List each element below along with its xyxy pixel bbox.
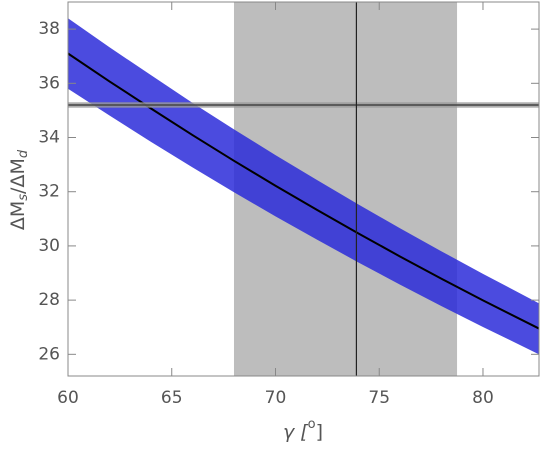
x-tick-label: 60 (57, 388, 79, 408)
y-tick-label: 32 (38, 182, 60, 202)
y-tick-label: 36 (38, 73, 60, 93)
y-tick-label: 28 (38, 290, 60, 310)
x-tick-label: 75 (368, 388, 390, 408)
y-tick-label: 38 (38, 19, 60, 39)
y-tick-label: 34 (38, 128, 60, 148)
x-tick-label: 70 (265, 388, 287, 408)
x-tick-label: 80 (472, 388, 494, 408)
y-tick-label: 26 (38, 344, 60, 364)
y-axis-label: ΔMs/ΔMd (7, 149, 31, 230)
x-axis-label: γ [o] (283, 417, 323, 443)
x-tick-label: 65 (161, 388, 183, 408)
frame (67, 1, 540, 377)
y-tick-label: 30 (38, 236, 60, 256)
